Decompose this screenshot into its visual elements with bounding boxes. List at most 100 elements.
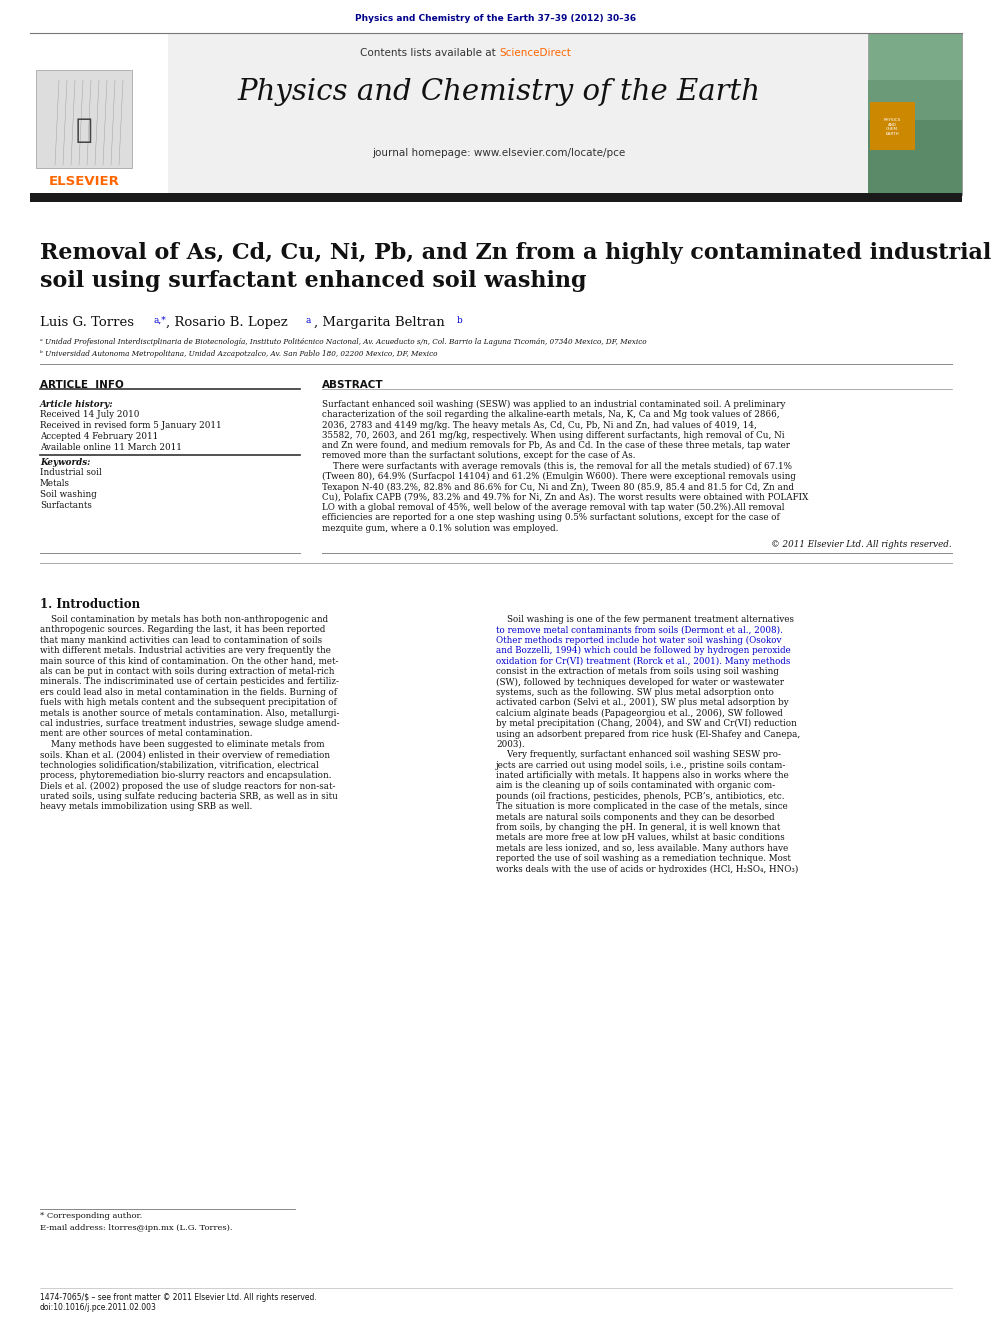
Text: removed more than the surfactant solutions, except for the case of As.: removed more than the surfactant solutio… bbox=[322, 451, 636, 460]
Text: 🌲: 🌲 bbox=[75, 116, 92, 144]
Text: © 2011 Elsevier Ltd. All rights reserved.: © 2011 Elsevier Ltd. All rights reserved… bbox=[772, 540, 952, 549]
Text: There were surfactants with average removals (this is, the removal for all the m: There were surfactants with average remo… bbox=[322, 462, 792, 471]
Text: Diels et al. (2002) proposed the use of sludge reactors for non-sat-: Diels et al. (2002) proposed the use of … bbox=[40, 782, 335, 791]
Text: (SW), followed by techniques developed for water or wastewater: (SW), followed by techniques developed f… bbox=[496, 677, 784, 687]
Text: a: a bbox=[305, 316, 310, 325]
Text: soils. Khan et al. (2004) enlisted in their overview of remediation: soils. Khan et al. (2004) enlisted in th… bbox=[40, 750, 330, 759]
Text: Texapon N-40 (83.2%, 82.8% and 86.6% for Cu, Ni and Zn), Tween 80 (85.9, 85.4 an: Texapon N-40 (83.2%, 82.8% and 86.6% for… bbox=[322, 483, 794, 492]
Text: using an adsorbent prepared from rice husk (El-Shafey and Canepa,: using an adsorbent prepared from rice hu… bbox=[496, 729, 801, 738]
Text: metals are less ionized, and so, less available. Many authors have: metals are less ionized, and so, less av… bbox=[496, 844, 789, 853]
Text: that many mankind activities can lead to contamination of soils: that many mankind activities can lead to… bbox=[40, 636, 322, 644]
Bar bbox=[30, 33, 168, 194]
Text: doi:10.1016/j.pce.2011.02.003: doi:10.1016/j.pce.2011.02.003 bbox=[40, 1303, 157, 1312]
Bar bbox=[870, 102, 915, 149]
Text: ᵇ Universidad Autonoma Metropolitana, Unidad Azcapotzalco, Av. San Pablo 180, 02: ᵇ Universidad Autonoma Metropolitana, Un… bbox=[40, 351, 437, 359]
Text: Article history:: Article history: bbox=[40, 400, 114, 409]
Text: 1474-7065/$ – see front matter © 2011 Elsevier Ltd. All rights reserved.: 1474-7065/$ – see front matter © 2011 El… bbox=[40, 1293, 316, 1302]
Text: , Margarita Beltran: , Margarita Beltran bbox=[314, 316, 449, 329]
Text: a,*: a,* bbox=[153, 316, 166, 325]
Text: ment are other sources of metal contamination.: ment are other sources of metal contamin… bbox=[40, 729, 253, 738]
Text: characterization of the soil regarding the alkaline-earth metals, Na, K, Ca and : characterization of the soil regarding t… bbox=[322, 410, 780, 419]
Text: , Rosario B. Lopez: , Rosario B. Lopez bbox=[166, 316, 292, 329]
Text: inated artificially with metals. It happens also in works where the: inated artificially with metals. It happ… bbox=[496, 771, 789, 781]
Text: 2003).: 2003). bbox=[496, 740, 525, 749]
Text: Industrial soil: Industrial soil bbox=[40, 468, 102, 478]
Text: ELSEVIER: ELSEVIER bbox=[49, 175, 119, 188]
Text: Received 14 July 2010: Received 14 July 2010 bbox=[40, 410, 139, 419]
Text: efficiencies are reported for a one step washing using 0.5% surfactant solutions: efficiencies are reported for a one step… bbox=[322, 513, 780, 523]
Text: and Zn were found, and medium removals for Pb, As and Cd. In the case of these t: and Zn were found, and medium removals f… bbox=[322, 441, 790, 450]
Text: aim is the cleaning up of soils contaminated with organic com-: aim is the cleaning up of soils contamin… bbox=[496, 782, 776, 790]
Text: 2036, 2783 and 4149 mg/kg. The heavy metals As, Cd, Cu, Pb, Ni and Zn, had value: 2036, 2783 and 4149 mg/kg. The heavy met… bbox=[322, 421, 757, 430]
Text: ARTICLE  INFO: ARTICLE INFO bbox=[40, 380, 124, 390]
Text: Soil contamination by metals has both non-anthropogenic and: Soil contamination by metals has both no… bbox=[40, 615, 328, 624]
Text: activated carbon (Selvi et al., 2001), SW plus metal adsorption by: activated carbon (Selvi et al., 2001), S… bbox=[496, 699, 789, 708]
Text: * Corresponding author.: * Corresponding author. bbox=[40, 1212, 142, 1220]
Bar bbox=[36, 70, 132, 168]
Text: als can be put in contact with soils during extraction of metal-rich: als can be put in contact with soils dur… bbox=[40, 667, 334, 676]
Text: 1. Introduction: 1. Introduction bbox=[40, 598, 140, 611]
Text: PHYSICS
AND
CHEM.
EARTH: PHYSICS AND CHEM. EARTH bbox=[883, 118, 901, 136]
Bar bbox=[30, 193, 962, 202]
Text: systems, such as the following. SW plus metal adsorption onto: systems, such as the following. SW plus … bbox=[496, 688, 774, 697]
Text: Received in revised form 5 January 2011: Received in revised form 5 January 2011 bbox=[40, 421, 221, 430]
Text: Removal of As, Cd, Cu, Ni, Pb, and Zn from a highly contaminated industrial
soil: Removal of As, Cd, Cu, Ni, Pb, and Zn fr… bbox=[40, 242, 991, 292]
Text: Physics and Chemistry of the Earth: Physics and Chemistry of the Earth bbox=[237, 78, 761, 106]
Text: to remove metal contaminants from soils (Dermont et al., 2008).: to remove metal contaminants from soils … bbox=[496, 626, 783, 635]
Text: Keywords:: Keywords: bbox=[40, 458, 90, 467]
Text: oxidation for Cr(VI) treatment (Rorck et al., 2001). Many methods: oxidation for Cr(VI) treatment (Rorck et… bbox=[496, 656, 791, 665]
Text: E-mail address: ltorres@ipn.mx (L.G. Torres).: E-mail address: ltorres@ipn.mx (L.G. Tor… bbox=[40, 1224, 232, 1232]
Text: by metal precipitation (Chang, 2004), and SW and Cr(VI) reduction: by metal precipitation (Chang, 2004), an… bbox=[496, 718, 797, 728]
Text: jects are carried out using model soils, i.e., pristine soils contam-: jects are carried out using model soils,… bbox=[496, 761, 787, 770]
Text: b: b bbox=[457, 316, 462, 325]
Text: Many methods have been suggested to eliminate metals from: Many methods have been suggested to elim… bbox=[40, 740, 324, 749]
Bar bbox=[868, 115, 962, 194]
Text: Accepted 4 February 2011: Accepted 4 February 2011 bbox=[40, 433, 159, 441]
Text: process, phytoremediation bio-slurry reactors and encapsulation.: process, phytoremediation bio-slurry rea… bbox=[40, 771, 331, 781]
Text: The situation is more complicated in the case of the metals, since: The situation is more complicated in the… bbox=[496, 802, 788, 811]
Text: Other methods reported include hot water soil washing (Osokov: Other methods reported include hot water… bbox=[496, 636, 782, 644]
Text: heavy metals immobilization using SRB as well.: heavy metals immobilization using SRB as… bbox=[40, 802, 252, 811]
Text: (Tween 80), 64.9% (Surfacpol 14104) and 61.2% (Emulgin W600). There were excepti: (Tween 80), 64.9% (Surfacpol 14104) and … bbox=[322, 472, 796, 482]
Text: mezquite gum, where a 0.1% solution was employed.: mezquite gum, where a 0.1% solution was … bbox=[322, 524, 558, 533]
Text: urated soils, using sulfate reducing bacteria SRB, as well as in situ: urated soils, using sulfate reducing bac… bbox=[40, 791, 338, 800]
Text: Soil washing is one of the few permanent treatment alternatives: Soil washing is one of the few permanent… bbox=[496, 615, 794, 624]
Text: cal industries, surface treatment industries, sewage sludge amend-: cal industries, surface treatment indust… bbox=[40, 718, 339, 728]
Bar bbox=[868, 33, 962, 194]
Text: technologies solidification/stabilization, vitrification, electrical: technologies solidification/stabilizatio… bbox=[40, 761, 318, 770]
Text: works deals with the use of acids or hydroxides (HCl, H₂SO₄, HNO₃): works deals with the use of acids or hyd… bbox=[496, 865, 799, 873]
Text: metals are more free at low pH values, whilst at basic conditions: metals are more free at low pH values, w… bbox=[496, 833, 785, 843]
Text: journal homepage: www.elsevier.com/locate/pce: journal homepage: www.elsevier.com/locat… bbox=[372, 148, 626, 157]
Text: metals are natural soils components and they can be desorbed: metals are natural soils components and … bbox=[496, 812, 775, 822]
Text: ABSTRACT: ABSTRACT bbox=[322, 380, 384, 390]
Text: Luis G. Torres: Luis G. Torres bbox=[40, 316, 138, 329]
Text: Physics and Chemistry of the Earth 37–39 (2012) 30–36: Physics and Chemistry of the Earth 37–39… bbox=[355, 15, 637, 22]
Text: Surfactant enhanced soil washing (SESW) was applied to an industrial contaminate: Surfactant enhanced soil washing (SESW) … bbox=[322, 400, 786, 409]
Text: Soil washing: Soil washing bbox=[40, 490, 97, 499]
Text: with different metals. Industrial activities are very frequently the: with different metals. Industrial activi… bbox=[40, 646, 331, 655]
Text: Contents lists available at: Contents lists available at bbox=[360, 48, 499, 58]
Text: Available online 11 March 2011: Available online 11 March 2011 bbox=[40, 443, 182, 452]
Text: Metals: Metals bbox=[40, 479, 70, 488]
Text: from soils, by changing the pH. In general, it is well known that: from soils, by changing the pH. In gener… bbox=[496, 823, 781, 832]
Text: LO with a global removal of 45%, well below of the average removal with tap wate: LO with a global removal of 45%, well be… bbox=[322, 503, 785, 512]
Text: ers could lead also in metal contamination in the fields. Burning of: ers could lead also in metal contaminati… bbox=[40, 688, 337, 697]
Text: main source of this kind of contamination. On the other hand, met-: main source of this kind of contaminatio… bbox=[40, 656, 338, 665]
Text: metals is another source of metals contamination. Also, metallurgi-: metals is another source of metals conta… bbox=[40, 709, 339, 717]
Text: minerals. The indiscriminated use of certain pesticides and fertiliz-: minerals. The indiscriminated use of cer… bbox=[40, 677, 339, 687]
Text: anthropogenic sources. Regarding the last, it has been reported: anthropogenic sources. Regarding the las… bbox=[40, 626, 325, 635]
Text: and Bozzelli, 1994) which could be followed by hydrogen peroxide: and Bozzelli, 1994) which could be follo… bbox=[496, 646, 791, 655]
Text: Surfactants: Surfactants bbox=[40, 501, 92, 509]
Text: Cu), Polafix CAPB (79%, 83.2% and 49.7% for Ni, Zn and As). The worst results we: Cu), Polafix CAPB (79%, 83.2% and 49.7% … bbox=[322, 492, 808, 501]
Bar bbox=[30, 33, 962, 194]
Text: consist in the extraction of metals from soils using soil washing: consist in the extraction of metals from… bbox=[496, 667, 779, 676]
Text: fuels with high metals content and the subsequent precipitation of: fuels with high metals content and the s… bbox=[40, 699, 336, 708]
Text: 35582, 70, 2603, and 261 mg/kg, respectively. When using different surfactants, : 35582, 70, 2603, and 261 mg/kg, respecti… bbox=[322, 431, 785, 441]
Text: Very frequently, surfactant enhanced soil washing SESW pro-: Very frequently, surfactant enhanced soi… bbox=[496, 750, 781, 759]
Bar bbox=[868, 79, 962, 120]
Text: ᵃ Unidad Profesional Interdisciplinaria de Biotecnología, Instituto Politécnico : ᵃ Unidad Profesional Interdisciplinaria … bbox=[40, 337, 647, 347]
Text: calcium alginate beads (Papageorgiou et al., 2006), SW followed: calcium alginate beads (Papageorgiou et … bbox=[496, 709, 783, 717]
Text: pounds (oil fractions, pesticides, phenols, PCB’s, antibiotics, etc.: pounds (oil fractions, pesticides, pheno… bbox=[496, 791, 785, 800]
Text: reported the use of soil washing as a remediation technique. Most: reported the use of soil washing as a re… bbox=[496, 855, 791, 863]
Text: ScienceDirect: ScienceDirect bbox=[499, 48, 570, 58]
